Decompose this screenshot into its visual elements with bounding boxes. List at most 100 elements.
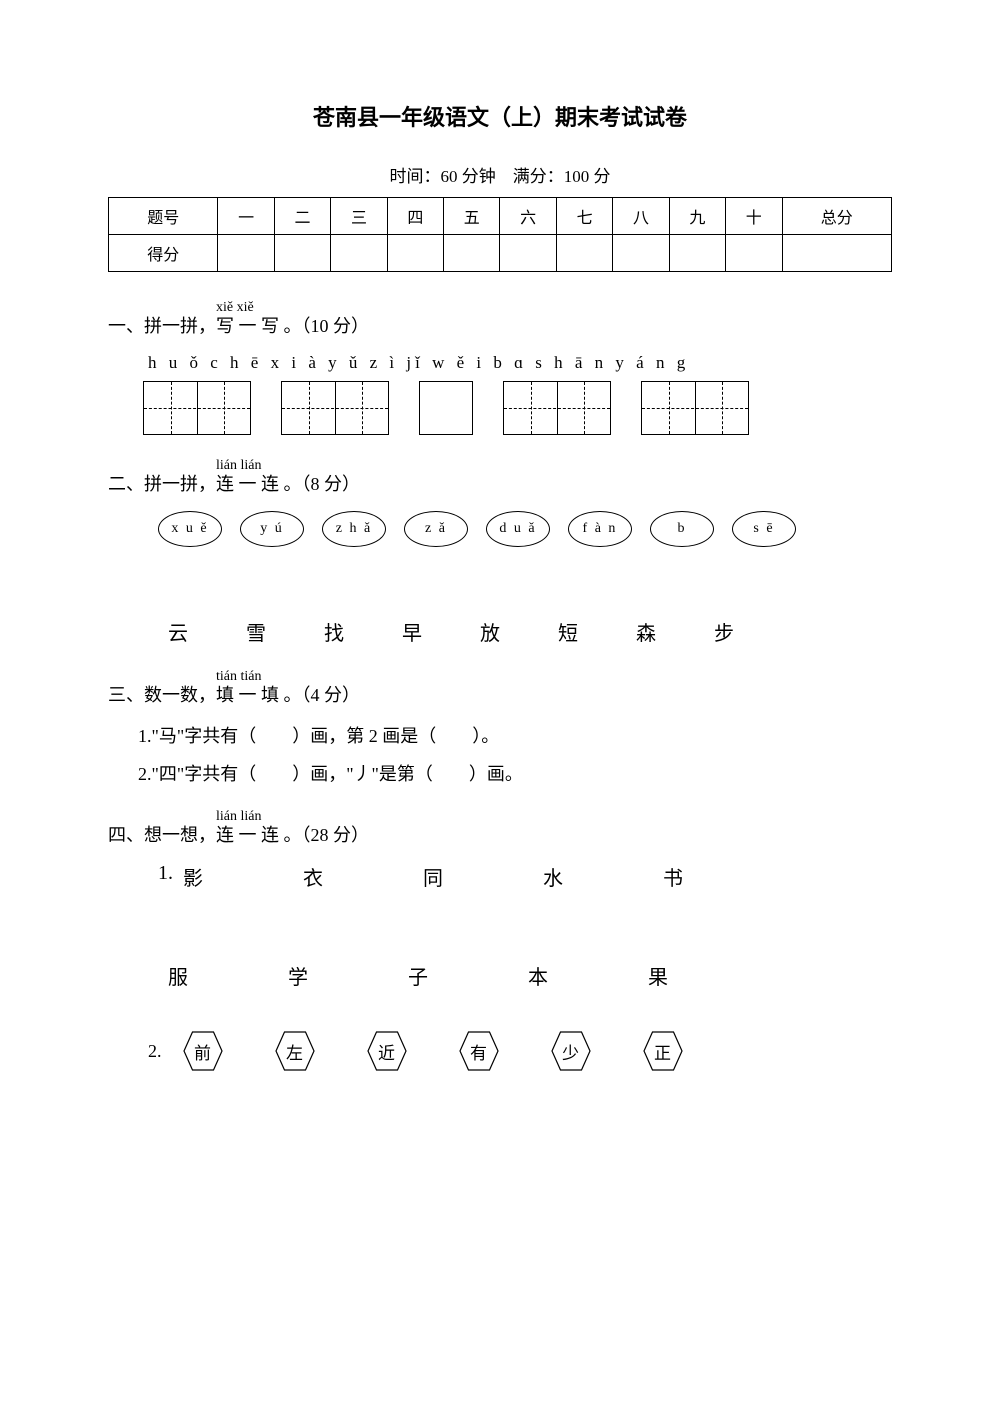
- char-item: 放: [480, 617, 500, 646]
- writing-box[interactable]: [641, 381, 749, 435]
- table-cell[interactable]: [726, 235, 782, 272]
- char-item: 步: [714, 617, 734, 646]
- table-cell[interactable]: [782, 235, 892, 272]
- char-item: 子: [408, 961, 428, 990]
- char-item: 服: [168, 961, 188, 990]
- writing-boxes-row: [143, 381, 892, 435]
- header-text: 二、拼一拼，: [108, 474, 216, 494]
- table-cell[interactable]: [387, 235, 443, 272]
- table-cell[interactable]: [613, 235, 669, 272]
- table-cell: 四: [387, 198, 443, 235]
- section-1: 一、拼一拼，xiě xiě写 一 写 。（10 分） h u ǒ c h ē x…: [108, 312, 892, 435]
- hex-char: 正: [654, 1039, 671, 1064]
- header-text: 三、数一数，: [108, 685, 216, 705]
- subtitle: 时间：60 分钟 满分：100 分: [108, 162, 892, 187]
- hexagon-item: 近: [366, 1030, 408, 1072]
- table-cell: 八: [613, 198, 669, 235]
- char-item: 影: [183, 862, 203, 891]
- writing-box[interactable]: [143, 381, 251, 435]
- table-cell: 得分: [109, 235, 218, 272]
- table-cell: 十: [726, 198, 782, 235]
- table-cell[interactable]: [274, 235, 330, 272]
- pinyin-annotation: lián lián: [216, 458, 262, 474]
- header-chars: 填 一 填: [216, 685, 279, 705]
- header-chars: 连 一 连: [216, 825, 279, 845]
- match-row-bottom: 服 学 子 本 果: [168, 961, 892, 990]
- hex-char: 前: [194, 1039, 211, 1064]
- table-row: 题号 一 二 三 四 五 六 七 八 九 十 总分: [109, 198, 892, 235]
- table-cell: 九: [669, 198, 725, 235]
- section-4-header: 四、想一想，lián lián连 一 连 。（28 分）: [108, 821, 892, 847]
- pinyin-oval: z h ǎ: [322, 511, 386, 547]
- table-cell[interactable]: [444, 235, 500, 272]
- ovals-row: x u ě y ú z h ǎ z ǎ d u ǎ f à n b s ē: [158, 511, 892, 547]
- hex-char: 左: [286, 1039, 303, 1064]
- table-cell[interactable]: [331, 235, 387, 272]
- hexagon-item: 有: [458, 1030, 500, 1072]
- pinyin-oval: y ú: [240, 511, 304, 547]
- writing-box[interactable]: [281, 381, 389, 435]
- score-table: 题号 一 二 三 四 五 六 七 八 九 十 总分 得分: [108, 197, 892, 272]
- pinyin-oval: x u ě: [158, 511, 222, 547]
- section-4: 四、想一想，lián lián连 一 连 。（28 分） 1. 影 衣 同 水 …: [108, 821, 892, 1072]
- match-row-top: 1. 影 衣 同 水 书: [148, 862, 892, 891]
- table-cell[interactable]: [556, 235, 612, 272]
- sub-number: 1.: [158, 862, 173, 891]
- question-line: 1."马"字共有（ ）画，第 2 画是（ ）。: [138, 722, 892, 748]
- char-item: 水: [543, 862, 563, 891]
- header-chars: 连 一 连: [216, 474, 279, 494]
- hex-char: 有: [470, 1039, 487, 1064]
- header-text: 。（8 分）: [279, 474, 360, 494]
- pinyin-annotation: xiě xiě: [216, 300, 254, 316]
- section-1-header: 一、拼一拼，xiě xiě写 一 写 。（10 分）: [108, 312, 892, 338]
- table-cell: 三: [331, 198, 387, 235]
- pinyin-line: h u ǒ c h ē x i à y ǔ z ì jǐ w ě i b ɑ s…: [148, 353, 892, 373]
- char-item: 早: [402, 617, 422, 646]
- hex-char: 近: [378, 1039, 395, 1064]
- char-item: 雪: [246, 617, 266, 646]
- char-item: 同: [423, 862, 443, 891]
- section-2-header: 二、拼一拼，lián lián连 一 连 。（8 分）: [108, 470, 892, 496]
- pinyin-oval: z ǎ: [404, 511, 468, 547]
- char-item: 短: [558, 617, 578, 646]
- char-item: 云: [168, 617, 188, 646]
- hexagon-row: 2. 前 左 近 有 少 正: [148, 1030, 892, 1072]
- writing-box[interactable]: [503, 381, 611, 435]
- page-title: 苍南县一年级语文（上）期末考试试卷: [108, 100, 892, 132]
- pinyin-oval: s ē: [732, 511, 796, 547]
- header-text: 。（28 分）: [279, 825, 369, 845]
- table-cell: 七: [556, 198, 612, 235]
- pinyin-oval: d u ǎ: [486, 511, 550, 547]
- char-item: 找: [324, 617, 344, 646]
- table-cell[interactable]: [669, 235, 725, 272]
- writing-box[interactable]: [419, 381, 473, 435]
- pinyin-oval: f à n: [568, 511, 632, 547]
- char-item: 森: [636, 617, 656, 646]
- chars-row: 云 雪 找 早 放 短 森 步: [168, 617, 892, 646]
- pinyin-annotation: lián lián: [216, 809, 262, 825]
- table-cell: 五: [444, 198, 500, 235]
- hexagon-item: 少: [550, 1030, 592, 1072]
- section-3: 三、数一数，tián tián填 一 填 。（4 分） 1."马"字共有（ ）画…: [108, 681, 892, 786]
- table-cell: 一: [218, 198, 274, 235]
- table-cell: 二: [274, 198, 330, 235]
- char-item: 书: [663, 862, 683, 891]
- hex-char: 少: [562, 1039, 579, 1064]
- section-2: 二、拼一拼，lián lián连 一 连 。（8 分） x u ě y ú z …: [108, 470, 892, 646]
- table-cell[interactable]: [218, 235, 274, 272]
- char-item: 本: [528, 961, 548, 990]
- table-cell: 六: [500, 198, 556, 235]
- header-chars: 写 一 写: [216, 316, 279, 336]
- question-line: 2."四"字共有（ ）画，"丿"是第（ ）画。: [138, 760, 892, 786]
- header-text: 一、拼一拼，: [108, 316, 216, 336]
- pinyin-annotation: tián tián: [216, 669, 262, 685]
- table-cell: 题号: [109, 198, 218, 235]
- table-cell: 总分: [782, 198, 892, 235]
- char-item: 学: [288, 961, 308, 990]
- sub-number: 2.: [148, 1041, 162, 1062]
- hexagon-item: 左: [274, 1030, 316, 1072]
- header-text: 四、想一想，: [108, 825, 216, 845]
- char-item: 衣: [303, 862, 323, 891]
- section-3-header: 三、数一数，tián tián填 一 填 。（4 分）: [108, 681, 892, 707]
- table-cell[interactable]: [500, 235, 556, 272]
